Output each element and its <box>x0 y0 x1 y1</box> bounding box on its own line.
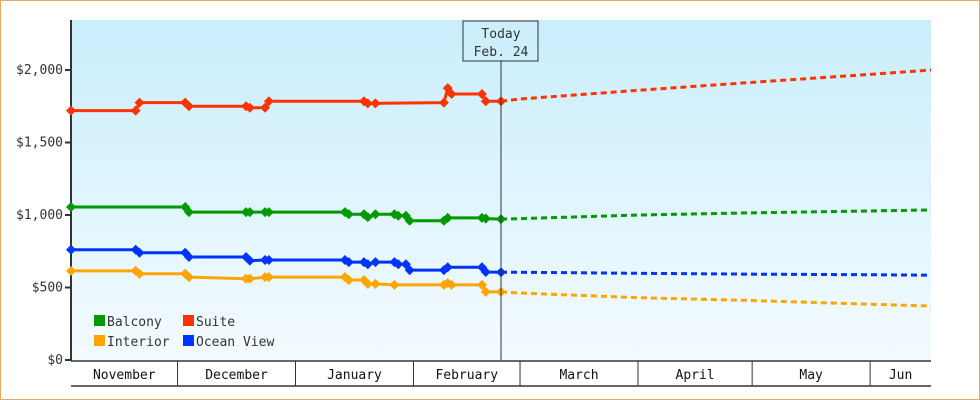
data-point-marker <box>370 257 381 268</box>
data-point-marker <box>480 266 491 277</box>
data-point-marker <box>362 259 373 270</box>
forecast-line <box>500 290 932 308</box>
today-date-label: Feb. 24 <box>474 45 529 60</box>
data-point-marker <box>446 88 457 99</box>
legend-item: Balcony <box>94 315 162 330</box>
data-point-marker <box>183 207 194 218</box>
data-point-marker <box>244 207 255 218</box>
price-line <box>71 86 501 113</box>
data-point-marker <box>263 207 274 218</box>
data-point-marker <box>66 105 76 116</box>
data-point-marker <box>393 259 404 270</box>
legend: Balcony Suite Interior Ocean View <box>94 315 274 350</box>
data-point-marker <box>404 215 415 226</box>
data-point-marker <box>134 268 145 279</box>
y-tick-label: $500 <box>32 281 63 296</box>
legend-swatch <box>94 315 105 326</box>
data-point-marker <box>404 265 415 276</box>
data-point-marker <box>476 279 487 290</box>
x-month-label: December <box>205 368 268 383</box>
series-ocean-view <box>66 244 932 278</box>
today-box <box>462 20 539 62</box>
data-point-marker <box>362 212 373 223</box>
x-month-label: February <box>435 368 498 383</box>
data-point-marker <box>244 255 255 266</box>
legend-label: Balcony <box>107 315 162 330</box>
data-point-marker <box>244 102 255 113</box>
data-point-marker <box>134 247 145 258</box>
data-point-marker <box>66 244 76 255</box>
data-point-marker <box>442 262 453 273</box>
data-point-marker <box>370 209 381 220</box>
forecast-line <box>501 270 932 277</box>
data-point-marker <box>442 212 453 223</box>
x-month-label: Jun <box>889 368 912 383</box>
data-point-marker <box>446 279 457 290</box>
data-point-marker <box>66 265 76 276</box>
data-point-marker <box>343 209 354 220</box>
data-point-marker <box>130 105 141 116</box>
data-point-marker <box>260 102 271 113</box>
legend-label: Suite <box>196 315 235 330</box>
series-suite <box>66 68 932 116</box>
data-point-marker <box>480 96 491 107</box>
data-point-marker <box>244 273 255 284</box>
data-point-marker <box>263 96 274 107</box>
data-point-marker <box>370 278 381 289</box>
data-point-marker <box>389 279 400 290</box>
y-tick-label: $2,000 <box>16 63 63 78</box>
forecast-line <box>500 68 932 103</box>
data-point-marker <box>438 97 449 108</box>
data-point-marker <box>480 213 491 224</box>
forecast-line <box>500 208 932 221</box>
data-point-marker <box>476 88 487 99</box>
data-point-marker <box>370 98 381 109</box>
legend-item: Ocean View <box>183 335 274 350</box>
y-tick-label: $0 <box>47 353 63 368</box>
today-label: Today <box>481 27 520 42</box>
series-balcony <box>66 202 932 226</box>
legend-item: Suite <box>183 315 235 330</box>
data-point-marker <box>183 252 194 263</box>
legend-label: Ocean View <box>196 335 274 350</box>
data-point-marker <box>134 97 145 108</box>
x-month-label: April <box>676 368 715 383</box>
data-point-marker <box>343 257 354 268</box>
y-tick-label: $1,500 <box>16 136 63 151</box>
x-month-label: November <box>93 368 156 383</box>
legend-swatch <box>183 315 194 326</box>
data-point-marker <box>393 210 404 221</box>
data-point-marker <box>362 98 373 109</box>
data-point-marker <box>263 254 274 265</box>
series-interior <box>66 265 932 308</box>
data-point-marker <box>362 278 373 289</box>
data-point-marker <box>263 272 274 283</box>
legend-swatch <box>94 335 105 346</box>
x-month-label: March <box>559 368 598 383</box>
data-point-marker <box>480 286 491 297</box>
data-point-marker <box>183 101 194 112</box>
legend-label: Interior <box>107 335 170 350</box>
y-tick-label: $1,000 <box>16 208 63 223</box>
data-point-marker <box>343 274 354 285</box>
data-point-marker <box>66 202 76 213</box>
data-point-marker <box>183 272 194 283</box>
x-month-label: May <box>799 368 823 383</box>
legend-item: Interior <box>94 335 170 350</box>
legend-swatch <box>183 335 194 346</box>
x-month-label: January <box>327 368 382 383</box>
